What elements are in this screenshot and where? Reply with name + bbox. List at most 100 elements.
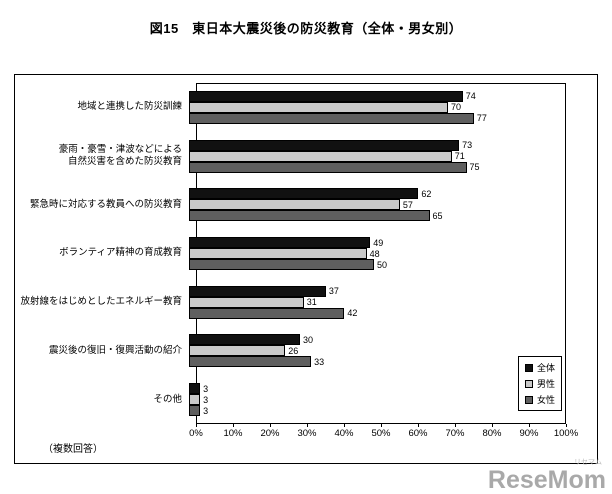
value-label: 30 [303, 335, 313, 345]
bar-男性 [189, 345, 285, 356]
bar-女性 [189, 162, 467, 173]
bar-男性 [189, 248, 367, 259]
value-label: 3 [203, 384, 208, 394]
bar-全体 [189, 286, 326, 297]
category-label: 豪雨・豪雪・津波などによる 自然災害を含めた防災教育 [15, 144, 189, 169]
bar-row: 30 [189, 334, 559, 345]
value-label: 62 [421, 189, 431, 199]
axis-tick [270, 424, 271, 427]
chart-title: 図15 東日本大震災後の防災教育（全体・男女別） [0, 18, 612, 37]
bar-group: 地域と連携した防災訓練 74 70 77 [15, 83, 566, 132]
bar-row: 50 [189, 259, 559, 270]
bar-男性 [189, 102, 448, 113]
bar-全体 [189, 237, 370, 248]
bar-row: 26 [189, 345, 559, 356]
bar-row: 3 [189, 394, 559, 405]
bar-全体 [189, 140, 459, 151]
value-label: 57 [403, 200, 413, 210]
watermark-label: ReseMom [488, 466, 606, 494]
bar-row: 65 [189, 210, 559, 221]
bar-女性 [189, 210, 430, 221]
axis-tick [455, 424, 456, 427]
value-label: 75 [470, 162, 480, 172]
x-tick-label: 40% [334, 428, 353, 439]
bar-row: 62 [189, 188, 559, 199]
bar-row: 42 [189, 308, 559, 319]
category-label: その他 [15, 394, 189, 406]
bar-女性 [189, 259, 374, 270]
value-label: 71 [455, 151, 465, 161]
footnote: （複数回答） [43, 440, 103, 455]
bar-cluster: 30 26 33 [189, 334, 559, 367]
bar-row: 49 [189, 237, 559, 248]
axis-tick [418, 424, 419, 427]
bar-row: 3 [189, 383, 559, 394]
bar-row: 74 [189, 91, 559, 102]
bar-row: 70 [189, 102, 559, 113]
bar-女性 [189, 308, 344, 319]
bar-全体 [189, 334, 300, 345]
axis-tick [492, 424, 493, 427]
bar-cluster: 74 70 77 [189, 91, 559, 124]
x-tick-label: 20% [260, 428, 279, 439]
bar-全体 [189, 188, 418, 199]
bar-row: 3 [189, 405, 559, 416]
category-label: 放射線をはじめとしたエネルギー教育 [15, 296, 189, 308]
axis-tick [196, 424, 197, 427]
bar-row: 73 [189, 140, 559, 151]
watermark: リセマム ReseMom [488, 459, 606, 494]
x-tick-label: 30% [297, 428, 316, 439]
bar-女性 [189, 405, 200, 416]
value-label: 48 [370, 249, 380, 259]
value-label: 33 [314, 357, 324, 367]
category-label: ボランティア精神の育成教育 [15, 247, 189, 259]
category-label: 緊急時に対応する教員への防災教育 [15, 199, 189, 211]
value-label: 70 [451, 102, 461, 112]
x-tick-label: 50% [371, 428, 390, 439]
bar-row: 33 [189, 356, 559, 367]
x-tick-label: 90% [519, 428, 538, 439]
bar-全体 [189, 383, 200, 394]
x-tick-label: 10% [223, 428, 242, 439]
category-label: 地域と連携した防災訓練 [15, 101, 189, 113]
axis-tick [344, 424, 345, 427]
axis-tick [529, 424, 530, 427]
x-tick-label: 0% [189, 428, 203, 439]
value-label: 3 [203, 395, 208, 405]
value-label: 26 [288, 346, 298, 356]
bar-男性 [189, 199, 400, 210]
bar-row: 31 [189, 297, 559, 308]
bar-女性 [189, 356, 311, 367]
value-label: 77 [477, 113, 487, 123]
bar-row: 37 [189, 286, 559, 297]
axis-tick [233, 424, 234, 427]
value-label: 31 [307, 297, 317, 307]
value-label: 49 [373, 238, 383, 248]
value-label: 50 [377, 260, 387, 270]
bar-row: 48 [189, 248, 559, 259]
value-label: 3 [203, 406, 208, 416]
axis-tick [307, 424, 308, 427]
bar-男性 [189, 297, 304, 308]
value-label: 74 [466, 91, 476, 101]
value-label: 42 [347, 308, 357, 318]
bar-row: 75 [189, 162, 559, 173]
axis-tick [566, 424, 567, 427]
bar-row: 77 [189, 113, 559, 124]
bar-全体 [189, 91, 463, 102]
x-tick-label: 70% [445, 428, 464, 439]
axis-tick [381, 424, 382, 427]
bar-row: 57 [189, 199, 559, 210]
x-tick-label: 60% [408, 428, 427, 439]
